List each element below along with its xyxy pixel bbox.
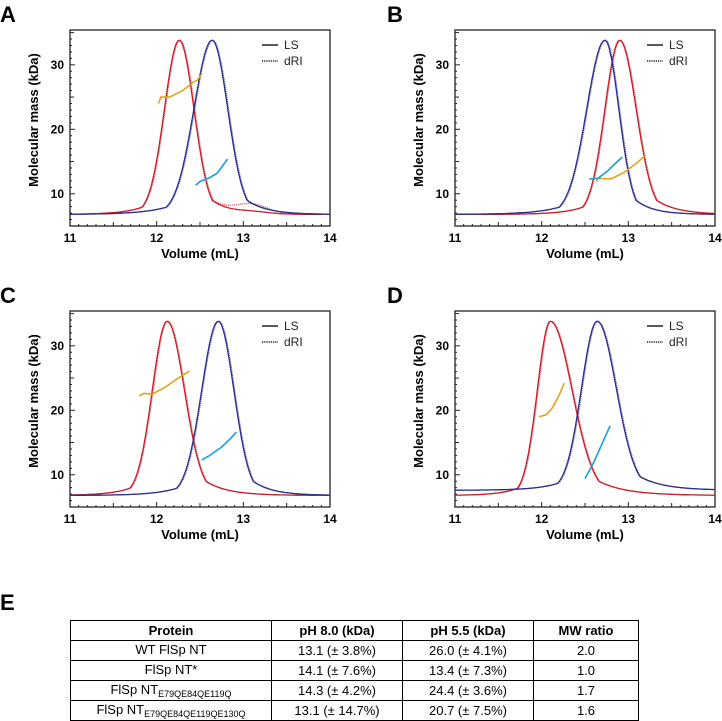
x-tick-label: 11 — [64, 231, 77, 245]
chromatogram-figure: A 11 12 13 14 10 20 30 Volume (mL) Molecular mass… — [0, 2, 722, 542]
x-tick-label: 14 — [323, 231, 337, 245]
header-protein: Protein — [70, 620, 272, 641]
x-tick-label: 14 — [708, 231, 722, 245]
x-tick-label: 11 — [64, 512, 77, 526]
cell-protein: FlSp NTE79QE84QE119QE130Q — [70, 700, 272, 721]
legend-ls-label: LS — [669, 38, 684, 52]
y-tick-label: 10 — [51, 187, 65, 201]
panel-label: B — [387, 2, 403, 27]
cell-ratio: 1.7 — [533, 680, 639, 701]
y-axis-label: Molecular mass (kDa) — [26, 334, 41, 468]
table-row: WT FlSp NT 13.1 (± 3.8%) 26.0 (± 4.1%) 2… — [70, 640, 639, 661]
table-row: FlSp NTE79QE84QE119Q 14.3 (± 4.2%) 24.4 … — [70, 680, 639, 701]
x-tick-label: 11 — [449, 512, 462, 526]
panel-a: A 11 12 13 14 10 20 30 Volume (mL) Molecular mass… — [0, 2, 337, 261]
molar-mass-trace — [538, 382, 565, 418]
legend-ls-label: LS — [284, 319, 299, 333]
table-row: FlSp NTE79QE84QE119QE130Q 13.1 (± 14.7%)… — [70, 700, 639, 721]
header-ph8: pH 8.0 (kDa) — [271, 620, 403, 641]
x-tick-label: 13 — [622, 231, 636, 245]
x-tick-label: 14 — [323, 512, 337, 526]
panel-label-e: E — [0, 590, 15, 615]
y-tick-label: 20 — [51, 122, 65, 136]
ls-trace — [70, 320, 330, 496]
legend-ls-label: LS — [284, 38, 299, 52]
molar-mass-trace — [201, 431, 237, 461]
ls-trace — [70, 39, 330, 216]
cell-ph55: 24.4 (± 3.6%) — [402, 680, 534, 701]
panel-label: D — [387, 283, 403, 308]
table-row: FlSp NT* 14.1 (± 7.6%) 13.4 (± 7.3%) 1.0 — [70, 660, 639, 681]
molar-mass-trace — [138, 370, 191, 397]
ls-trace — [455, 39, 715, 215]
panel-d: D 11 12 13 14 10 20 30 Volume (mL) Molecular mass… — [387, 283, 722, 542]
legend-dri-label: dRI — [669, 335, 688, 349]
ls-trace — [70, 320, 330, 496]
x-tick-label: 12 — [150, 512, 164, 526]
y-tick-label: 30 — [436, 58, 450, 72]
y-tick-label: 20 — [436, 403, 450, 417]
dri-trace — [455, 320, 715, 491]
y-tick-label: 10 — [51, 468, 65, 482]
molar-mass-trace — [195, 158, 229, 186]
legend-dri-label: dRI — [284, 54, 303, 68]
header-ph55: pH 5.5 (kDa) — [402, 620, 534, 641]
x-tick-label: 13 — [622, 512, 636, 526]
x-tick-label: 12 — [150, 231, 164, 245]
cell-ph55: 26.0 (± 4.1%) — [402, 640, 534, 661]
x-axis-label: Volume (mL) — [161, 527, 239, 542]
y-tick-label: 20 — [51, 403, 65, 417]
y-tick-label: 10 — [436, 187, 450, 201]
cell-protein: FlSp NT* — [70, 660, 272, 681]
legend-dri-label: dRI — [669, 54, 688, 68]
ls-trace — [455, 320, 715, 496]
cell-protein: FlSp NTE79QE84QE119Q — [70, 680, 272, 701]
molar-mass-trace — [584, 425, 611, 479]
cell-ph55: 13.4 (± 7.3%) — [402, 660, 534, 681]
cell-ph55: 20.7 (± 7.5%) — [402, 700, 534, 721]
y-axis-label: Molecular mass (kDa) — [26, 53, 41, 187]
x-tick-label: 14 — [708, 512, 722, 526]
legend-dri-label: dRI — [284, 335, 303, 349]
cell-ph8: 14.3 (± 4.2%) — [271, 680, 403, 701]
x-axis-label: Volume (mL) — [161, 246, 239, 261]
cell-ratio: 1.0 — [533, 660, 639, 681]
x-tick-label: 12 — [535, 231, 549, 245]
x-tick-label: 11 — [449, 231, 462, 245]
molar-mass-trace — [589, 156, 623, 180]
x-tick-label: 13 — [237, 512, 251, 526]
x-tick-label: 12 — [535, 512, 549, 526]
panel-label: A — [0, 2, 16, 27]
cell-ph8: 13.1 (± 14.7%) — [271, 700, 403, 721]
cell-ratio: 1.6 — [533, 700, 639, 721]
molar-mass-trace — [157, 73, 203, 104]
table-header-row: Protein pH 8.0 (kDa) pH 5.5 (kDa) MW rat… — [70, 620, 639, 641]
x-tick-label: 13 — [237, 231, 251, 245]
ls-trace — [455, 320, 715, 491]
panel-c: C 11 12 13 14 10 20 30 Volume (mL) Molecular mass… — [0, 283, 337, 542]
legend-ls-label: LS — [669, 319, 684, 333]
panel-label: C — [0, 283, 16, 308]
cell-ph8: 13.1 (± 3.8%) — [271, 640, 403, 661]
panel-b: B 11 12 13 14 10 20 30 Volume (mL) Molecular mass… — [387, 2, 722, 261]
y-tick-label: 20 — [436, 122, 450, 136]
y-tick-label: 30 — [51, 58, 65, 72]
cell-ratio: 2.0 — [533, 640, 639, 661]
y-axis-label: Molecular mass (kDa) — [411, 334, 426, 468]
y-tick-label: 30 — [436, 339, 450, 353]
y-tick-label: 30 — [51, 339, 65, 353]
mw-table: Protein pH 8.0 (kDa) pH 5.5 (kDa) MW rat… — [70, 620, 639, 721]
dri-trace — [70, 39, 330, 215]
header-ratio: MW ratio — [533, 620, 639, 641]
x-axis-label: Volume (mL) — [546, 246, 624, 261]
cell-protein: WT FlSp NT — [70, 640, 272, 661]
y-axis-label: Molecular mass (kDa) — [411, 53, 426, 187]
cell-ph8: 14.1 (± 7.6%) — [271, 660, 403, 681]
x-axis-label: Volume (mL) — [546, 527, 624, 542]
y-tick-label: 10 — [436, 468, 450, 482]
